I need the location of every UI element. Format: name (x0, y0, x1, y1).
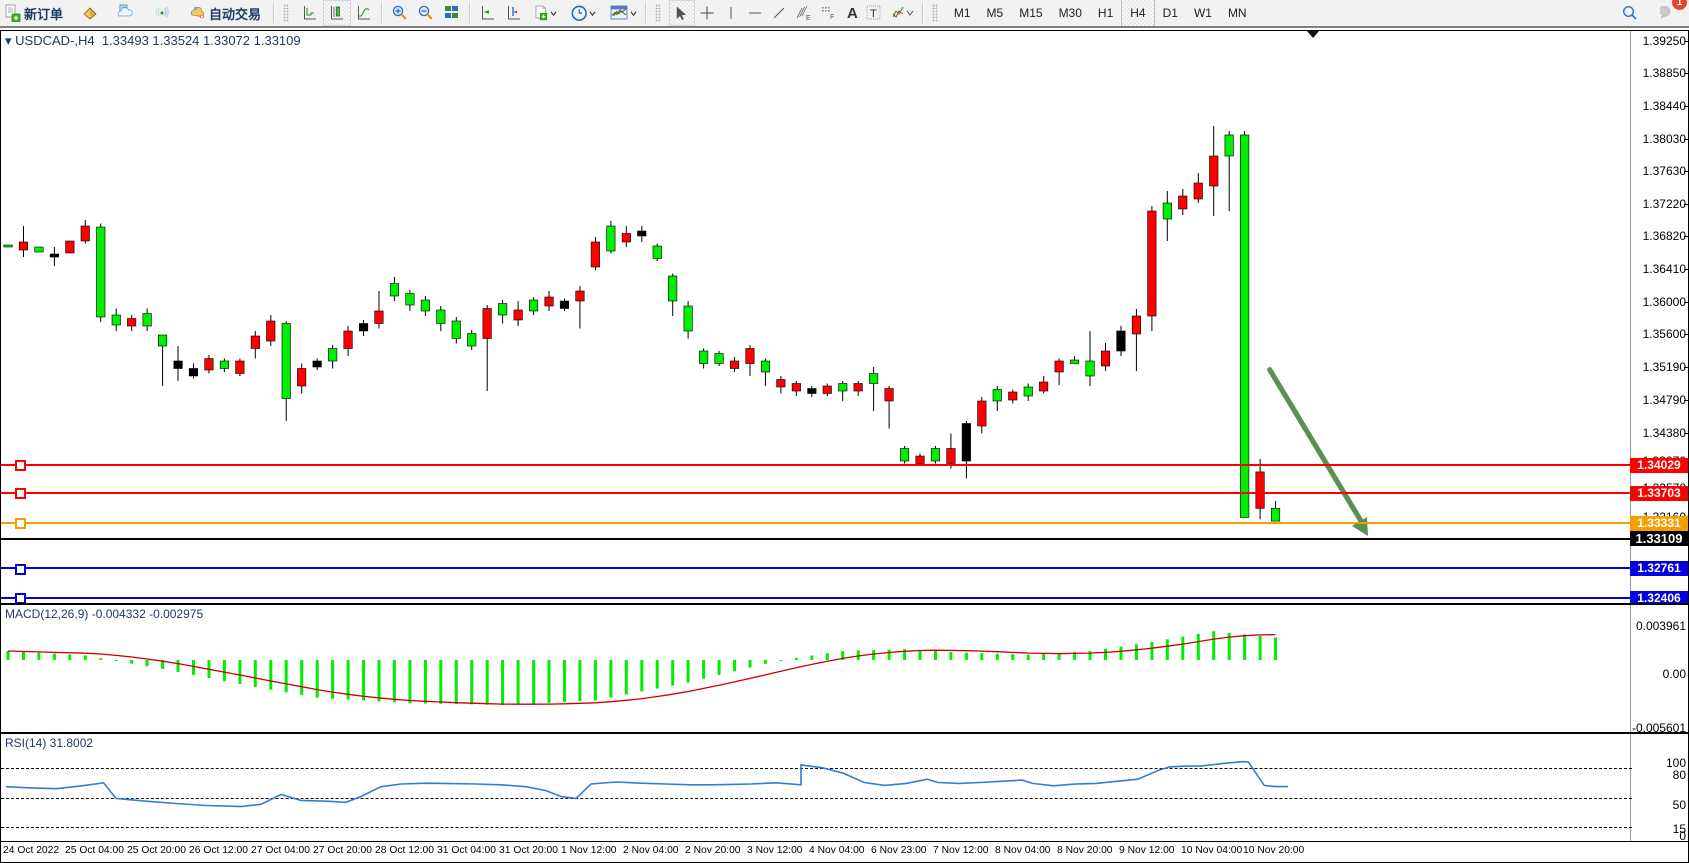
svg-text:T: T (870, 8, 877, 20)
svg-text:F: F (830, 14, 834, 20)
svg-text:E: E (806, 15, 811, 21)
